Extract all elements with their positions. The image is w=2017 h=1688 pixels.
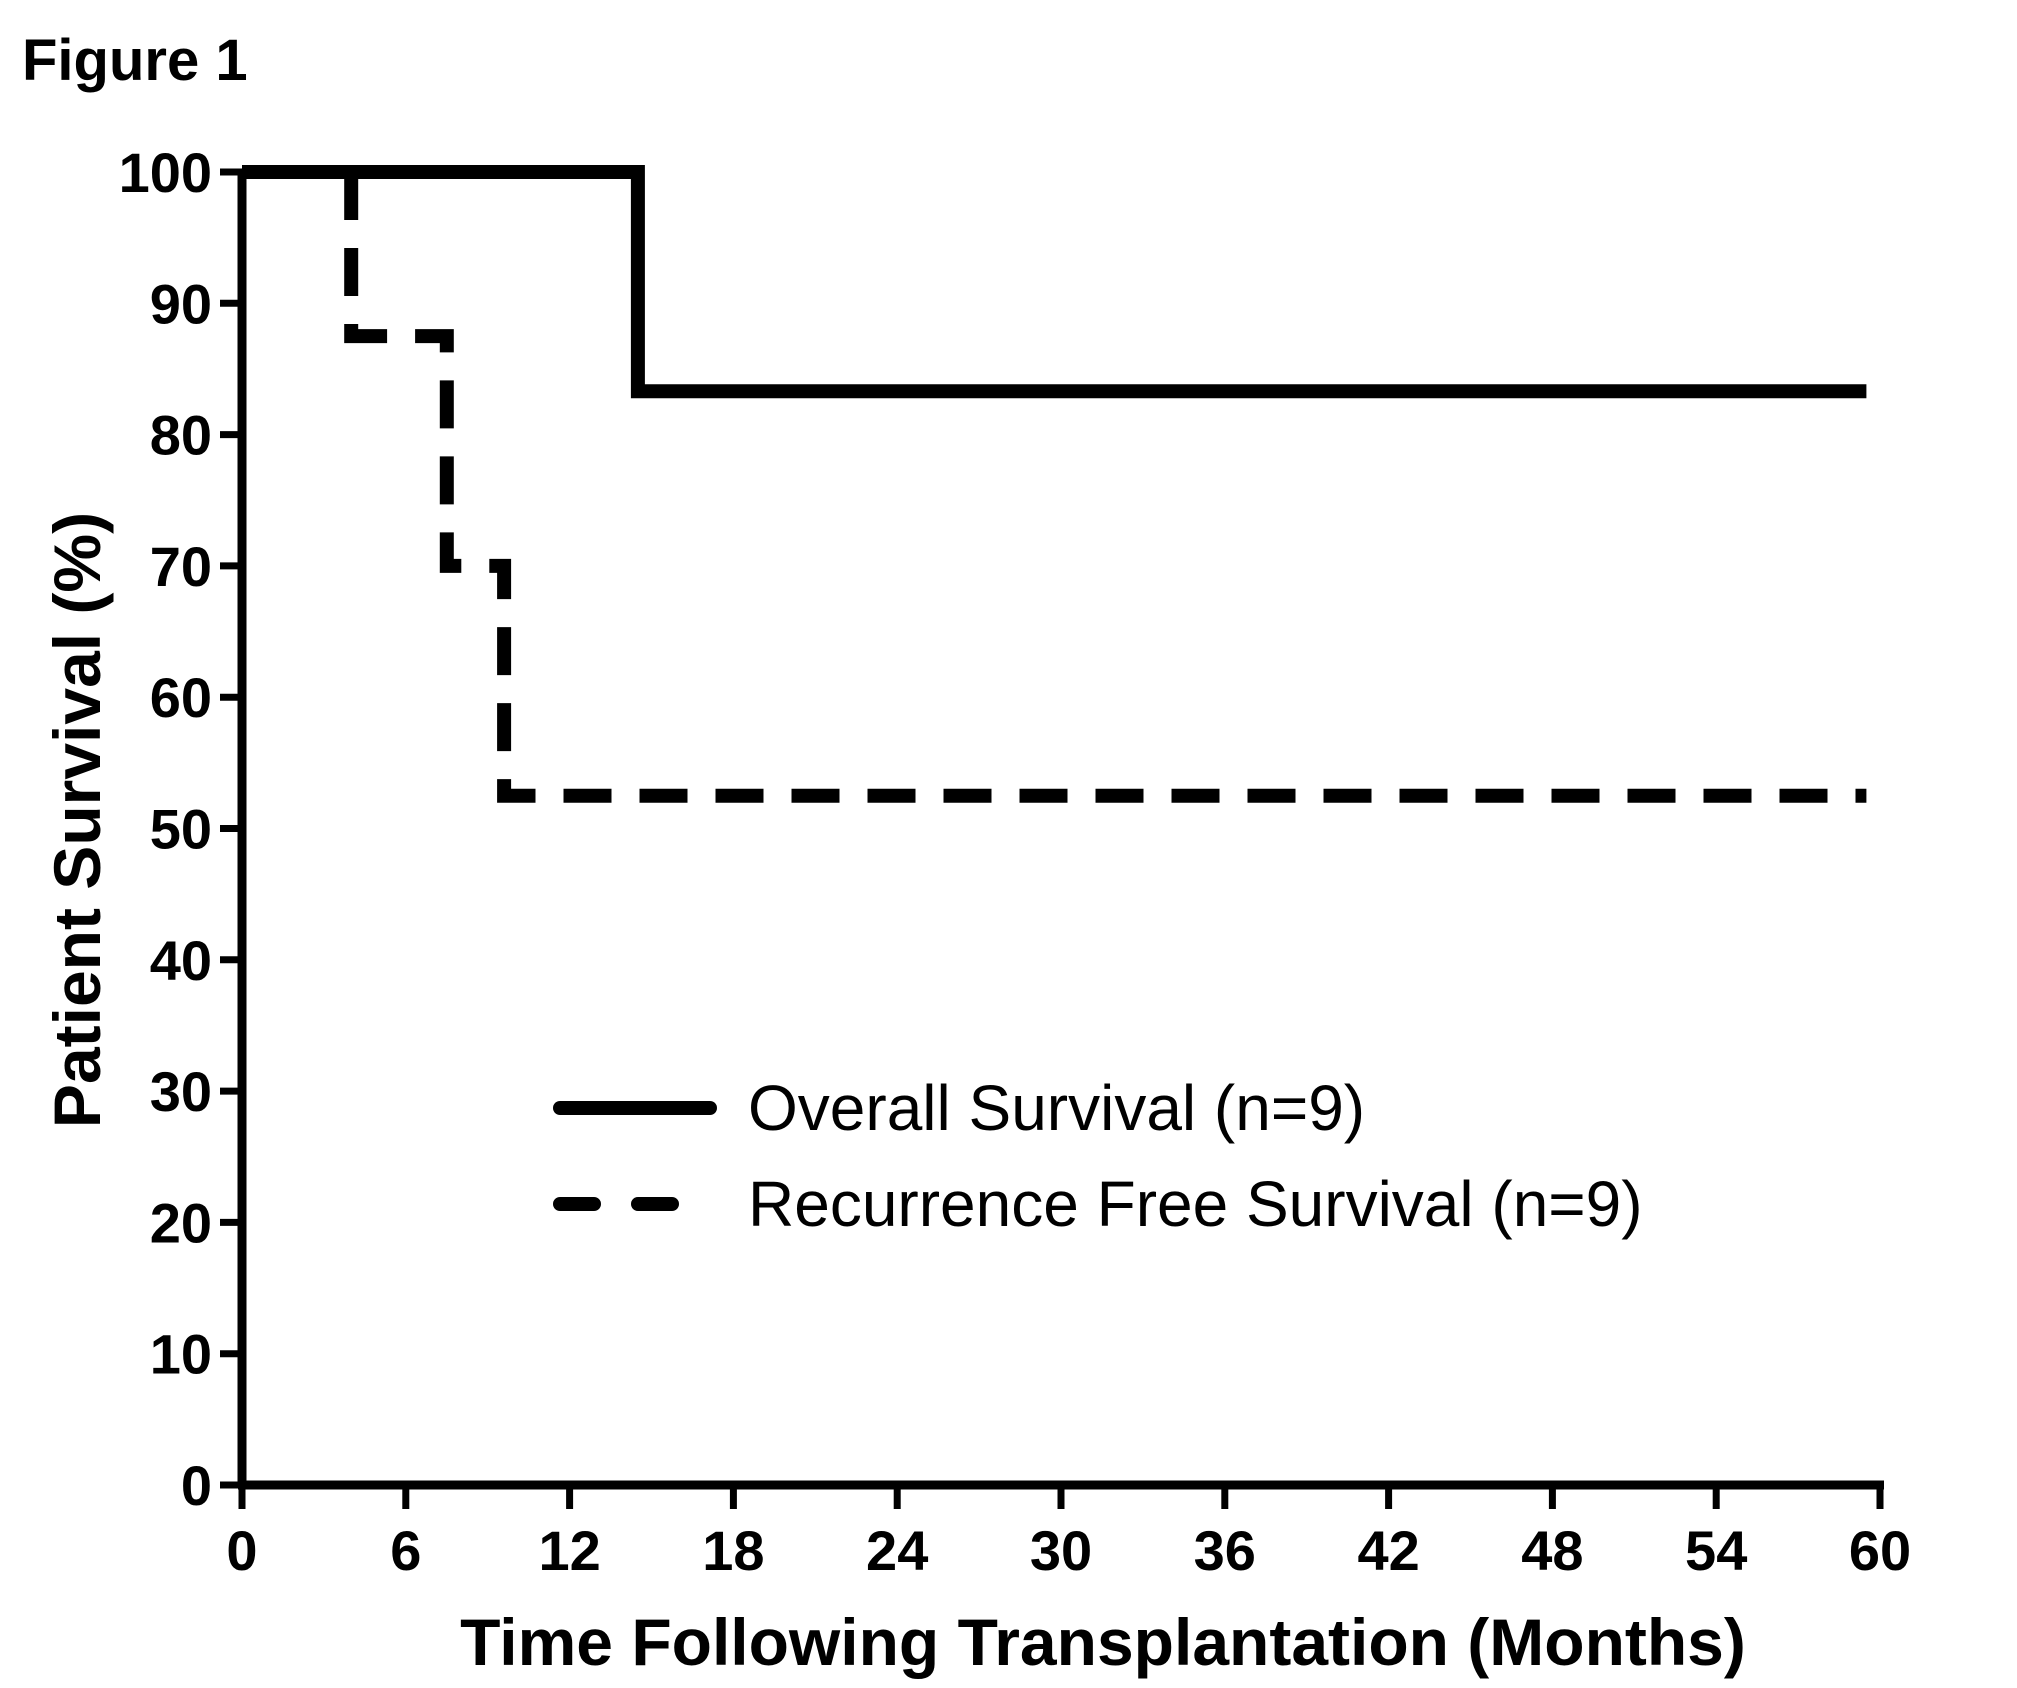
y-tick-label-70: 70 [150,535,212,598]
y-tick-label-80: 80 [150,404,212,467]
y-tick-label-100: 100 [119,141,212,204]
y-tick-label-40: 40 [150,929,212,992]
x-tick-label-48: 48 [1521,1519,1583,1582]
x-tick-label-36: 36 [1194,1519,1256,1582]
y-axis-title: Patient Survival (%) [40,512,114,1128]
legend-label-1: Overall Survival (n=9) [748,1072,1365,1144]
y-tick-label-50: 50 [150,798,212,861]
y-tick-label-10: 10 [150,1323,212,1386]
series-layer [242,165,1867,803]
y-tick-label-30: 30 [150,1060,212,1123]
y-tick-label-0: 0 [181,1454,212,1517]
axes: 0 10 20 30 40 50 60 70 80 90 100 0 6 12 18 24 30 36 42 48 54… [119,141,1912,1582]
figure-label: Figure 1 [22,28,248,93]
x-tick-label-42: 42 [1357,1519,1419,1582]
x-tick-label-18: 18 [702,1519,764,1582]
y-tick-label-20: 20 [150,1191,212,1254]
x-tick-label-12: 12 [538,1519,600,1582]
y-tick-label-60: 60 [150,666,212,729]
x-tick-label-54: 54 [1685,1519,1747,1582]
series-line-2 [344,172,1867,803]
x-tick-label-30: 30 [1030,1519,1092,1582]
x-axis-title: Time Following Transplantation (Months) [460,1605,1746,1679]
legend: Overall Survival (n=9) Recurrence Free Su… [553,1072,1643,1240]
series-line-1 [242,165,1867,399]
x-tick-label-60: 60 [1849,1519,1911,1582]
legend-label-2: Recurrence Free Survival (n=9) [748,1168,1643,1240]
y-tick-label-90: 90 [150,272,212,335]
x-tick-label-0: 0 [226,1519,257,1582]
x-tick-label-6: 6 [390,1519,421,1582]
x-tick-label-24: 24 [866,1519,928,1582]
